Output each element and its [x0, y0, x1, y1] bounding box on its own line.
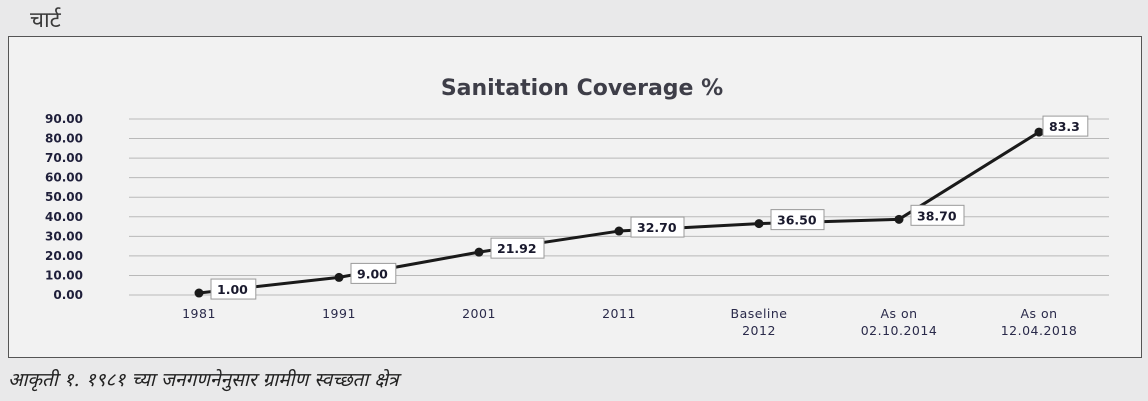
- data-point: [614, 226, 624, 236]
- chart-title: Sanitation Coverage %: [441, 76, 723, 101]
- chart-frame: Sanitation Coverage % 0.00 10.00 20.00 30.0…: [8, 36, 1142, 358]
- x-category-label: 1981: [182, 306, 216, 321]
- x-category-label-line: As on: [880, 306, 917, 321]
- y-tick-label: 0.00: [53, 288, 83, 302]
- y-tick-label: 80.00: [45, 132, 83, 146]
- page-heading: चार्ट: [30, 8, 61, 33]
- x-category-label-line: 1991: [322, 306, 356, 321]
- data-label-box: [210, 278, 257, 300]
- gridlines: [129, 118, 1109, 296]
- x-category-label-line: 12.04.2018: [1001, 323, 1078, 338]
- data-labels: 1.00 9.00 21.92 32.70 36.50 38.70 83.3: [210, 115, 1089, 300]
- x-category-label-line: 02.10.2014: [861, 323, 938, 338]
- data-label: 32.70: [637, 220, 677, 235]
- y-axis-ticks: 0.00 10.00 20.00 30.00 40.00 50.00 60.00 70.00 8…: [45, 112, 83, 302]
- data-label: 83.3: [1049, 119, 1080, 134]
- x-category-label-line: 1981: [182, 306, 216, 321]
- figure-caption: आकृती १. १९८१ च्या जनगणनेनुसार ग्रामीण स…: [8, 369, 399, 391]
- y-tick-label: 60.00: [45, 171, 83, 185]
- data-point: [1034, 127, 1044, 137]
- x-category-label-line: As on: [1020, 306, 1057, 321]
- x-category-label: 2011: [602, 306, 636, 321]
- data-point: [894, 214, 904, 224]
- series-layer: [194, 127, 1044, 298]
- x-category-label-line: 2012: [742, 323, 776, 338]
- x-category-label-line: 2001: [462, 306, 496, 321]
- data-label-box: [1042, 115, 1089, 137]
- y-tick-label: 50.00: [45, 190, 83, 204]
- data-label-box: [490, 237, 545, 259]
- data-label: 38.70: [917, 208, 957, 223]
- y-tick-label: 10.00: [45, 268, 83, 282]
- x-category-label: Baseline 2012: [731, 306, 788, 338]
- x-category-label: As on 02.10.2014: [861, 306, 938, 338]
- data-point: [474, 247, 484, 257]
- x-category-label-line: Baseline: [731, 306, 788, 321]
- data-point: [754, 219, 764, 229]
- data-point: [334, 272, 344, 282]
- x-category-label: 2001: [462, 306, 496, 321]
- y-tick-label: 90.00: [45, 112, 83, 126]
- x-category-label: As on 12.04.2018: [1001, 306, 1078, 338]
- x-category-label-line: 2011: [602, 306, 636, 321]
- data-label: 9.00: [357, 266, 388, 281]
- y-tick-label: 20.00: [45, 249, 83, 263]
- data-label-box: [630, 216, 685, 238]
- x-axis-categories: 1981 1991 2001 2011 Baseline 2012 As on 02.10.2…: [182, 306, 1077, 338]
- data-label-box: [770, 209, 825, 231]
- data-label: 21.92: [497, 241, 537, 256]
- data-label-box: [350, 262, 397, 284]
- data-point: [194, 288, 204, 298]
- x-category-label: 1991: [322, 306, 356, 321]
- data-label: 36.50: [777, 213, 817, 228]
- line-chart: Sanitation Coverage % 0.00 10.00 20.00 30.0…: [45, 76, 1109, 338]
- y-tick-label: 40.00: [45, 210, 83, 224]
- data-label: 1.00: [217, 282, 248, 297]
- y-tick-label: 70.00: [45, 151, 83, 165]
- y-tick-label: 30.00: [45, 229, 83, 243]
- data-label-box: [910, 204, 965, 226]
